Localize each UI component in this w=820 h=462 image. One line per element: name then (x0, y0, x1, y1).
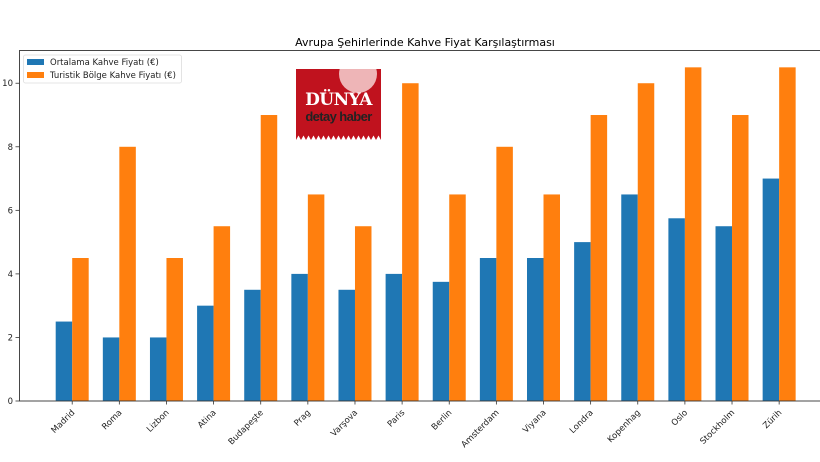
bar-tourist (684, 67, 702, 401)
x-axis: Madrid Roma Lizbon Atina Budapeşte Prag Varşov… (50, 401, 784, 450)
legend-swatch-average (27, 59, 44, 65)
x-tick-label: Berlin (430, 408, 455, 433)
bar-tourist (354, 226, 372, 401)
bar-average (668, 218, 685, 401)
x-tick-label: Lizbon (145, 408, 172, 435)
y-tick-label: 10 (2, 79, 13, 89)
bar-tourist (119, 146, 136, 401)
x-tick-label: Madrid (50, 408, 78, 436)
x-tick-label: Prag (292, 408, 313, 429)
bar-average (197, 305, 214, 401)
bar-tourist (637, 83, 655, 401)
logo-subtitle: detay haber (305, 109, 372, 124)
y-tick-label: 6 (8, 206, 13, 216)
legend-label-average: Ortalama Kahve Fiyatı (€) (50, 58, 159, 68)
bar-tourist (402, 83, 419, 401)
x-tick-label: Budapeşte (227, 408, 266, 447)
bar-average (432, 281, 450, 401)
bar-average (291, 273, 308, 401)
logo-zigzag-edge (296, 135, 381, 140)
bar-average (338, 289, 355, 401)
x-tick-label: Roma (100, 408, 124, 432)
bar-tourist (779, 67, 796, 401)
bar-average (574, 242, 591, 401)
y-tick-label: 8 (8, 143, 13, 153)
x-tick-label: Zürih (761, 408, 784, 431)
bar-tourist (166, 258, 183, 401)
bar-tourist (590, 115, 608, 401)
bar-tourist (543, 194, 560, 401)
bar-average (527, 258, 544, 401)
bar-tourist (72, 258, 89, 401)
logo-brand: DÜNYA (305, 90, 372, 110)
x-tick-label: Stockholm (698, 408, 737, 447)
bar-average (102, 337, 120, 401)
legend: Ortalama Kahve Fiyatı (€) Turistik Bölge… (23, 54, 182, 84)
bar-tourist (260, 115, 278, 401)
bar-average (621, 194, 638, 401)
bar-tourist (732, 115, 749, 401)
chart-title: Avrupa Şehirlerinde Kahve Fiyat Karşılaş… (295, 36, 555, 49)
legend-swatch-tourist (27, 72, 44, 78)
dunya-watermark-logo: DÜNYA detay haber (296, 69, 381, 140)
bar-average (762, 178, 780, 401)
x-tick-label: Paris (386, 408, 408, 430)
y-axis: 0 2 4 6 8 10 (2, 79, 20, 407)
bar-average (55, 321, 73, 401)
x-tick-label: Varşova (329, 408, 360, 439)
plot-frame (19, 50, 820, 402)
bar-average (385, 273, 403, 401)
y-tick-label: 4 (8, 270, 13, 280)
x-tick-label: Amsterdam (460, 408, 502, 450)
x-tick-label: Atina (196, 408, 219, 431)
bar-tourist (213, 226, 231, 401)
bar-average (479, 258, 497, 401)
bars (55, 67, 796, 401)
bar-average (715, 226, 733, 401)
y-tick-label: 0 (8, 397, 13, 407)
legend-label-tourist: Turistik Bölge Kahve Fiyatı (€) (49, 71, 176, 81)
bar-average (149, 337, 167, 401)
y-tick-label: 2 (8, 333, 13, 343)
bar-average (244, 289, 261, 401)
bar-tourist (449, 194, 466, 401)
x-tick-label: Viyana (521, 408, 548, 435)
x-tick-label: Londra (568, 408, 596, 436)
bar-tourist (307, 194, 325, 401)
x-tick-label: Kopenhag (606, 408, 643, 445)
bar-tourist (496, 146, 513, 401)
x-tick-label: Oslo (670, 408, 690, 428)
